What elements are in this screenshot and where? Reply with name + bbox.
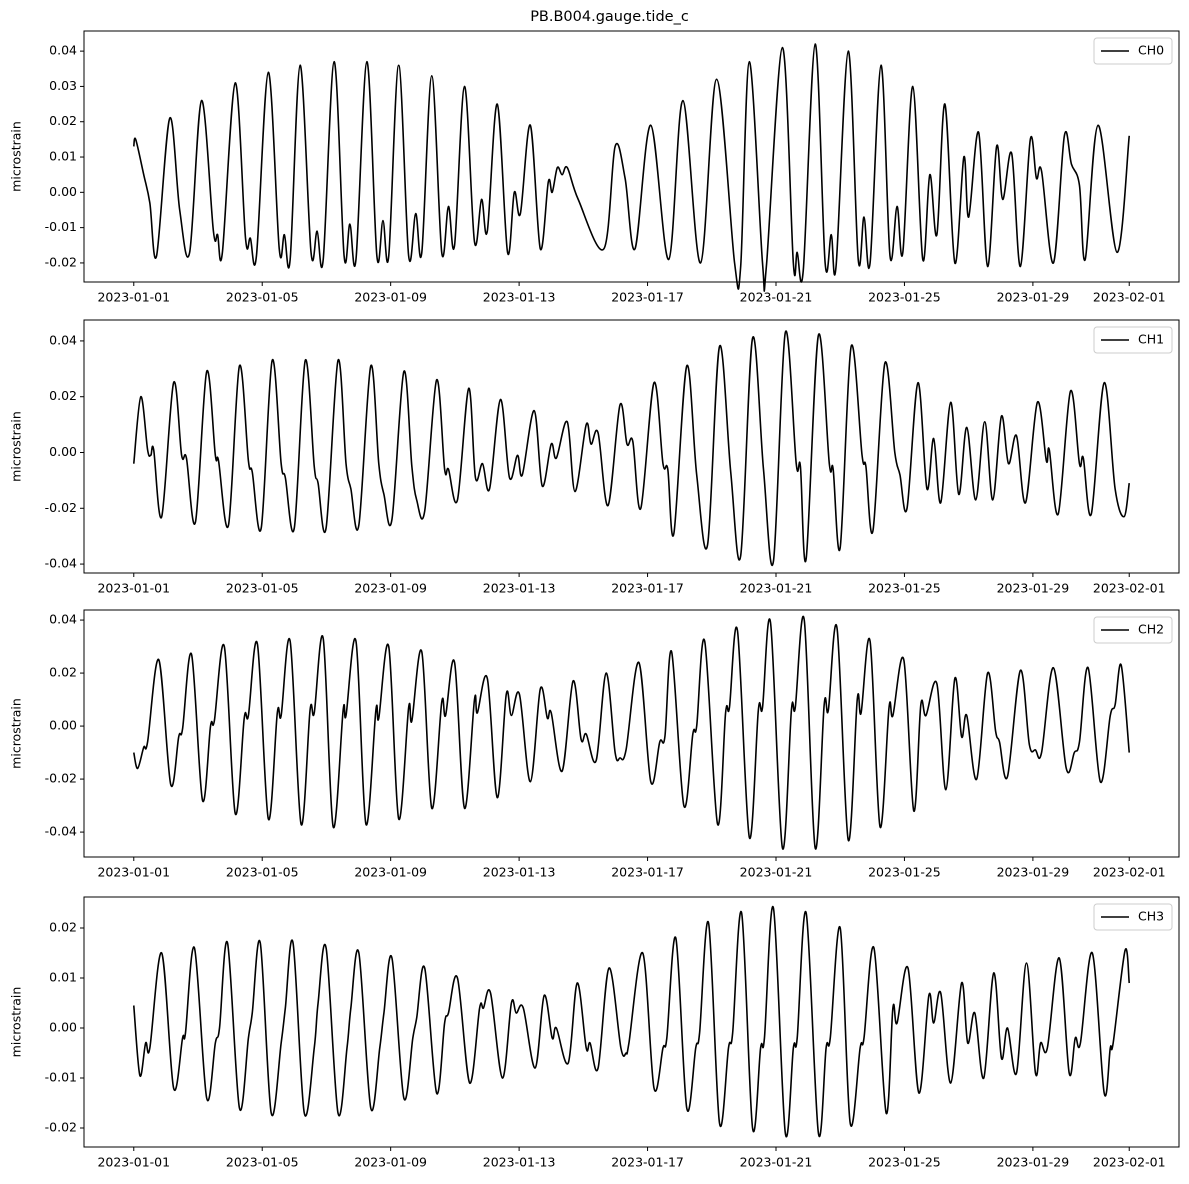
- x-tick-label: 2023-01-29: [997, 290, 1070, 305]
- y-tick-label: 0.00: [49, 1020, 77, 1035]
- legend-box: [1093, 616, 1173, 644]
- axes-frame: [83, 609, 1180, 858]
- y-tick-label: 0.02: [49, 665, 77, 680]
- x-tick-label: 2023-01-13: [483, 1155, 556, 1170]
- x-tick-label: 2023-01-13: [483, 581, 556, 596]
- x-tick-label: 2023-01-13: [483, 865, 556, 880]
- y-tick-label: 0.02: [49, 113, 77, 128]
- x-tick-label: 2023-01-17: [611, 1155, 684, 1170]
- x-tick-label: 2023-01-01: [97, 865, 170, 880]
- x-tick-label: 2023-01-21: [740, 290, 813, 305]
- x-tick-label: 2023-01-25: [868, 290, 941, 305]
- y-tick-label: 0.01: [49, 149, 77, 164]
- y-tick-label: -0.04: [45, 556, 77, 571]
- x-tick-label: 2023-01-05: [226, 290, 299, 305]
- y-tick-label: 0.02: [49, 388, 77, 403]
- x-tick-label: 2023-02-01: [1093, 1155, 1166, 1170]
- axes-frame: [83, 896, 1180, 1148]
- y-axis-label: microstrain: [9, 411, 24, 482]
- data-line: [132, 905, 1131, 1138]
- x-tick-label: 2023-01-01: [97, 581, 170, 596]
- y-tick-label: 0.00: [49, 718, 77, 733]
- subplot: microstrain -0.04 -0.02 0.00 0.02 0.04 2023-01…: [9, 319, 1180, 596]
- chart-title: PB.B004.gauge.tide_c: [530, 9, 689, 25]
- legend-label: CH2: [1138, 622, 1164, 637]
- y-tick-label: 0.00: [49, 184, 77, 199]
- x-tick-label: 2023-01-29: [997, 1155, 1070, 1170]
- x-tick-label: 2023-01-09: [354, 865, 427, 880]
- y-tick-label: -0.04: [45, 824, 77, 839]
- x-tick-label: 2023-01-17: [611, 290, 684, 305]
- x-tick-label: 2023-01-21: [740, 1155, 813, 1170]
- x-tick-label: 2023-01-05: [226, 581, 299, 596]
- legend-label: CH1: [1138, 332, 1164, 347]
- y-tick-label: 0.04: [49, 43, 77, 58]
- y-axis-label: microstrain: [9, 698, 24, 769]
- subplot: microstrain -0.02 -0.01 0.00 0.01 0.02 2023-01…: [9, 896, 1180, 1170]
- y-tick-label: 0.03: [49, 78, 77, 93]
- legend-box: [1093, 37, 1173, 65]
- x-tick-label: 2023-01-09: [354, 1155, 427, 1170]
- y-tick-label: -0.02: [45, 500, 77, 515]
- x-tick-label: 2023-01-05: [226, 865, 299, 880]
- x-tick-label: 2023-01-01: [97, 290, 170, 305]
- y-tick-label: -0.02: [45, 254, 77, 269]
- y-tick-label: 0.00: [49, 444, 77, 459]
- axes-frame: [83, 30, 1180, 283]
- x-tick-label: 2023-01-01: [97, 1155, 170, 1170]
- y-tick-label: 0.02: [49, 920, 77, 935]
- x-tick-label: 2023-02-01: [1093, 290, 1166, 305]
- legend-label: CH0: [1138, 43, 1164, 58]
- data-line: [132, 330, 1131, 566]
- legend-box: [1093, 903, 1173, 931]
- x-tick-label: 2023-01-21: [740, 865, 813, 880]
- x-tick-label: 2023-02-01: [1093, 865, 1166, 880]
- x-tick-label: 2023-02-01: [1093, 581, 1166, 596]
- x-tick-label: 2023-01-13: [483, 290, 556, 305]
- y-axis-label: microstrain: [9, 987, 24, 1058]
- x-tick-label: 2023-01-21: [740, 581, 813, 596]
- x-tick-label: 2023-01-09: [354, 290, 427, 305]
- axes-frame: [83, 319, 1180, 574]
- y-tick-label: 0.01: [49, 970, 77, 985]
- subplot: PB.B004.gauge.tide_c microstrain -0.02 -0.0…: [9, 9, 1180, 305]
- data-line: [132, 43, 1131, 292]
- x-tick-label: 2023-01-05: [226, 1155, 299, 1170]
- y-tick-label: -0.01: [45, 219, 77, 234]
- x-tick-label: 2023-01-29: [997, 865, 1070, 880]
- x-tick-label: 2023-01-29: [997, 581, 1070, 596]
- x-tick-label: 2023-01-25: [868, 1155, 941, 1170]
- y-tick-label: 0.04: [49, 612, 77, 627]
- x-tick-label: 2023-01-09: [354, 581, 427, 596]
- y-axis-label: microstrain: [9, 121, 24, 192]
- legend-label: CH3: [1138, 909, 1164, 924]
- y-tick-label: -0.01: [45, 1070, 77, 1085]
- y-tick-label: -0.02: [45, 1120, 77, 1135]
- x-tick-label: 2023-01-17: [611, 865, 684, 880]
- data-line: [132, 615, 1131, 850]
- y-tick-label: 0.04: [49, 332, 77, 347]
- subplot: microstrain -0.04 -0.02 0.00 0.02 0.04 2023-01…: [9, 609, 1180, 880]
- legend-box: [1093, 326, 1173, 354]
- x-tick-label: 2023-01-25: [868, 865, 941, 880]
- y-tick-label: -0.02: [45, 771, 77, 786]
- x-tick-label: 2023-01-25: [868, 581, 941, 596]
- x-tick-label: 2023-01-17: [611, 581, 684, 596]
